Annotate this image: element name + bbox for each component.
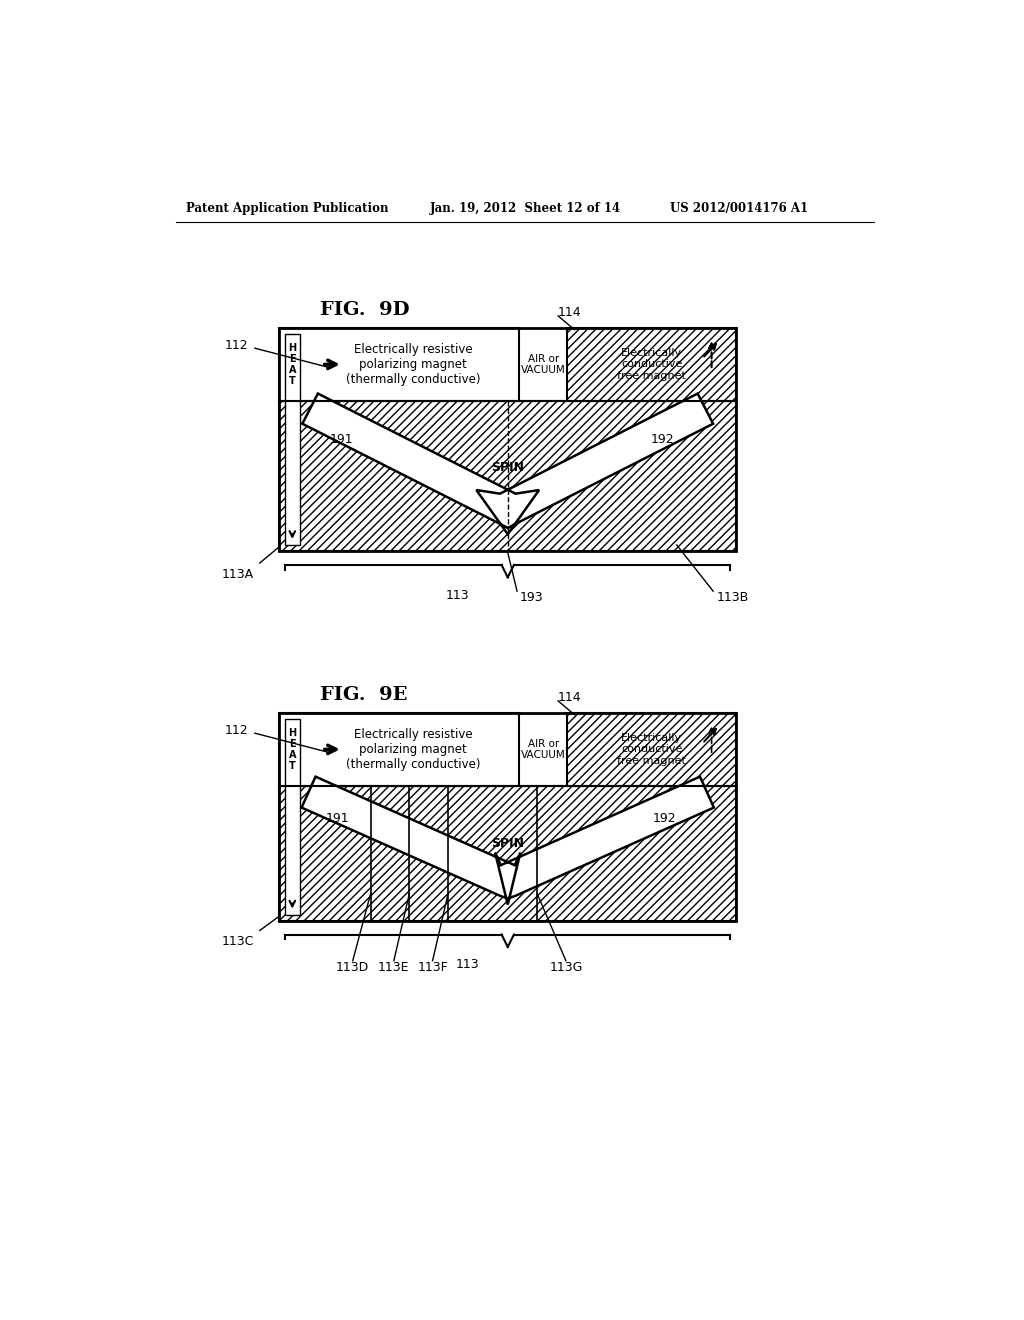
Bar [280,327,519,401]
Text: 113: 113 [456,958,479,970]
Text: 192: 192 [651,433,675,446]
Text: H: H [288,343,296,354]
Polygon shape [302,393,713,535]
Polygon shape [302,776,714,904]
Text: FIG.  9E: FIG. 9E [321,686,408,704]
Text: T: T [289,760,296,771]
Bar [285,334,300,545]
Text: SPIN: SPIN [492,837,524,850]
Bar [567,713,736,785]
Text: FIG.  9D: FIG. 9D [321,301,410,319]
Text: Electrically resistive
polarizing magnet
(thermally conductive): Electrically resistive polarizing magnet… [346,727,480,771]
Text: 113B: 113B [717,591,750,605]
Bar [285,719,300,915]
Text: Electrically
conductive
free magnet: Electrically conductive free magnet [617,347,686,381]
Text: 113D: 113D [336,961,370,974]
Text: 192: 192 [652,812,676,825]
Text: Jan. 19, 2012  Sheet 12 of 14: Jan. 19, 2012 Sheet 12 of 14 [430,202,622,215]
Text: 114: 114 [558,306,582,319]
Text: 113E: 113E [378,961,410,974]
Text: Patent Application Publication: Patent Application Publication [186,202,389,215]
Text: 112: 112 [224,723,248,737]
Bar [280,327,736,552]
Text: Electrically
conductive
free magnet: Electrically conductive free magnet [617,733,686,766]
Text: E: E [289,354,296,364]
Text: 112: 112 [224,339,248,351]
Text: AIR or
VACUUM: AIR or VACUUM [521,739,566,760]
Text: 114: 114 [558,690,582,704]
Text: 193: 193 [520,591,544,605]
Text: H: H [288,729,296,738]
Text: 113: 113 [445,589,469,602]
Bar [280,713,736,921]
Text: 191: 191 [326,812,349,825]
Bar [280,401,736,552]
Text: SPIN: SPIN [492,462,524,474]
Bar [280,713,519,785]
Text: AIR or
VACUUM: AIR or VACUUM [521,354,566,375]
Text: 191: 191 [330,433,353,446]
Text: US 2012/0014176 A1: US 2012/0014176 A1 [671,202,809,215]
Text: T: T [289,376,296,385]
Bar [567,327,736,401]
Text: 113A: 113A [221,568,254,581]
Text: 113C: 113C [221,935,254,948]
Bar [280,785,736,921]
Text: A: A [289,364,296,375]
Text: E: E [289,739,296,748]
Text: 113F: 113F [417,961,447,974]
Text: A: A [289,750,296,760]
Text: Electrically resistive
polarizing magnet
(thermally conductive): Electrically resistive polarizing magnet… [346,343,480,385]
Text: 113G: 113G [549,961,583,974]
